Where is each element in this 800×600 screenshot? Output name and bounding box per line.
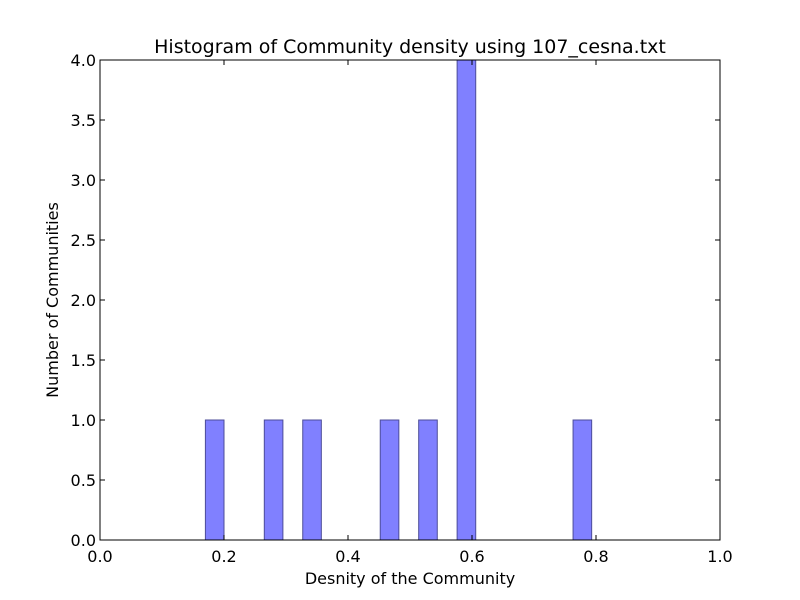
x-axis-ticks: 0.0 0.2 0.4 0.6 0.8 1.0	[87, 60, 733, 566]
histogram-bar	[418, 419, 438, 541]
x-tick-label: 0.0	[87, 547, 112, 566]
x-tick-label: 0.2	[211, 547, 236, 566]
y-tick-label: 4.0	[71, 51, 96, 70]
y-axis-ticks: 0.0 0.5 1.0 1.5 2.0 2.5 3.0 3.5 4.0	[71, 51, 720, 550]
y-tick-label: 2.0	[71, 291, 96, 310]
y-tick-label: 2.5	[71, 231, 96, 250]
y-tick-label: 1.5	[71, 351, 96, 370]
x-tick-label: 1.0	[707, 547, 732, 566]
y-tick-label: 1.0	[71, 411, 96, 430]
histogram-bar	[572, 419, 593, 541]
histogram-bar	[379, 419, 400, 541]
histogram-bar	[456, 59, 477, 541]
y-tick-label: 0.0	[71, 531, 96, 550]
y-tick-label: 3.5	[71, 111, 96, 130]
x-tick-label: 0.4	[335, 547, 360, 566]
histogram-bar	[263, 419, 284, 541]
plot-background	[100, 60, 720, 540]
x-tick-label: 0.6	[459, 547, 484, 566]
histogram-bar	[302, 419, 322, 541]
plot-area: 0.0 0.2 0.4 0.6 0.8 1.0 0.0 0.5 1.0 1.5 2.0 2.5 3.0…	[71, 51, 733, 566]
histogram-bar	[204, 419, 225, 541]
x-axis-label: Desnity of the Community	[305, 569, 515, 588]
chart-title: Histogram of Community density using 107…	[154, 36, 666, 58]
y-tick-label: 3.0	[71, 171, 96, 190]
y-axis-label: Number of Communities	[43, 202, 62, 398]
x-tick-label: 0.8	[583, 547, 608, 566]
y-tick-label: 0.5	[71, 471, 96, 490]
